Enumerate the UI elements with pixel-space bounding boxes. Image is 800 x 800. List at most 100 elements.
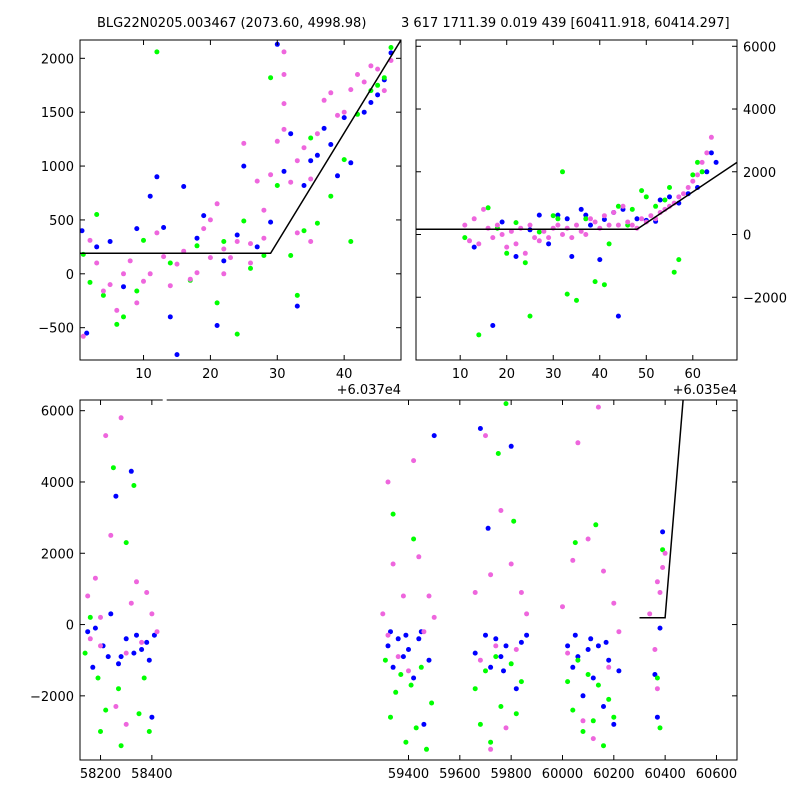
data-point-blue (588, 222, 593, 228)
data-point-green (564, 291, 570, 297)
data-point-green (462, 235, 468, 241)
data-point-green (590, 718, 596, 724)
data-point-green (503, 401, 509, 407)
x-tick-label: 60200 (593, 767, 634, 782)
data-point-pink (123, 721, 129, 727)
data-point-pink (98, 614, 103, 620)
data-point-blue (588, 636, 594, 642)
data-point-pink (147, 271, 153, 277)
data-point-blue (508, 443, 514, 449)
data-point-green (381, 75, 387, 81)
data-point-pink (522, 250, 528, 256)
data-point-pink (194, 270, 200, 276)
data-point-green (418, 664, 424, 670)
data-point-pink (431, 614, 437, 620)
data-point-green (141, 237, 146, 243)
data-point-green (601, 282, 607, 288)
y-tick-label: 1500 (41, 106, 74, 121)
data-point-green (511, 518, 517, 524)
data-point-green (495, 451, 501, 456)
data-point-pink (103, 433, 109, 439)
data-point-pink (139, 639, 145, 645)
data-point-blue (477, 426, 483, 431)
data-point-blue (294, 303, 300, 309)
x-tick-label: 10 (135, 367, 152, 382)
data-point-pink (314, 131, 320, 137)
data-point-pink (281, 72, 287, 77)
data-point-green (314, 220, 320, 226)
top-right-points (462, 134, 719, 338)
data-point-pink (592, 219, 598, 225)
data-point-blue (657, 197, 663, 203)
data-point-green (615, 203, 621, 209)
data-point-pink (248, 241, 253, 247)
data-point-green (493, 654, 499, 660)
data-point-pink (181, 248, 187, 254)
data-point-blue (406, 647, 411, 652)
data-point-pink (368, 63, 374, 69)
data-point-pink (494, 222, 500, 228)
data-point-blue (395, 636, 401, 642)
data-point-green (560, 169, 565, 175)
data-point-green (536, 229, 542, 235)
data-point-pink (660, 565, 666, 570)
data-point-pink (118, 415, 124, 421)
data-point-blue (314, 152, 320, 158)
data-point-blue (194, 235, 200, 241)
data-point-blue (615, 313, 621, 319)
data-point-green (341, 157, 347, 163)
data-point-blue (488, 664, 494, 670)
x-tick-label: 59400 (388, 767, 429, 782)
data-point-pink (85, 593, 91, 599)
data-point-green (167, 260, 173, 266)
bottom-points (82, 401, 668, 752)
data-point-pink (606, 664, 612, 670)
data-point-pink (639, 216, 645, 222)
y-tick-label: 0 (743, 229, 751, 244)
data-point-blue (131, 650, 137, 656)
data-point-blue (524, 632, 530, 638)
data-point-pink (546, 235, 552, 241)
data-point-pink (585, 536, 591, 542)
data-point-green (485, 205, 491, 211)
data-point-pink (281, 126, 287, 132)
data-point-blue (555, 212, 561, 218)
data-point-pink (341, 109, 347, 115)
y-tick-label: 2000 (41, 547, 74, 562)
data-point-blue (572, 632, 578, 638)
data-point-green (118, 743, 124, 749)
data-point-blue (144, 639, 150, 645)
data-point-pink (575, 440, 581, 446)
data-point-blue (483, 632, 488, 638)
data-point-green (388, 45, 394, 50)
x-offset-label: +6.037e4 (337, 383, 401, 398)
data-point-blue (403, 632, 409, 638)
data-point-pink (493, 643, 499, 649)
data-point-green (100, 292, 106, 298)
data-point-pink (560, 232, 565, 237)
data-point-blue (657, 625, 663, 631)
data-point-blue (321, 125, 327, 131)
data-point-blue (485, 525, 491, 531)
data-point-pink (355, 72, 360, 77)
data-point-blue (501, 668, 506, 674)
data-point-pink (416, 554, 422, 560)
data-point-pink (254, 178, 260, 184)
data-point-green (574, 297, 579, 303)
y-tick-label: 6000 (743, 40, 776, 55)
data-point-green (294, 292, 300, 298)
data-point-pink (187, 276, 193, 282)
data-point-blue (288, 131, 294, 137)
data-point-blue (301, 183, 307, 188)
data-point-blue (601, 217, 607, 222)
data-point-pink (281, 101, 287, 107)
data-point-pink (201, 226, 207, 232)
data-point-pink (411, 458, 417, 464)
data-point-blue (84, 330, 90, 336)
data-point-pink (207, 255, 213, 261)
data-point-pink (647, 611, 653, 617)
x-tick-label: 20 (498, 367, 515, 382)
data-point-green (629, 206, 635, 212)
data-point-blue (603, 639, 609, 645)
data-point-green (382, 657, 388, 663)
